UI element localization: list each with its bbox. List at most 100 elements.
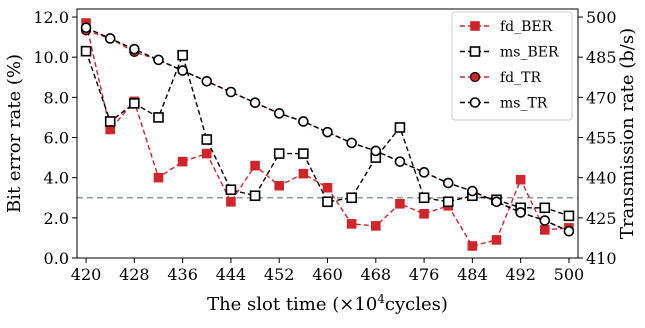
- data-point-ms-tr: [104, 33, 116, 44]
- data-point-fd-ber: [153, 172, 164, 183]
- legend-label: fd_BER: [500, 19, 553, 35]
- left-y-axis: 0.0 2.0 4.0 6.0 8.0 10.0 12.0: [33, 8, 77, 268]
- data-point-ms-ber: [249, 190, 261, 202]
- right-y-tick-label: 500: [586, 8, 617, 27]
- data-point-ms-tr: [346, 137, 357, 149]
- data-point-ms-tr: [563, 225, 575, 237]
- right-y-axis-title: Transmission rate (b/s): [617, 28, 638, 239]
- data-point-ms-ber: [322, 196, 333, 208]
- left-y-tick-label: 2.0: [44, 209, 69, 228]
- data-point-fd-ber: [226, 196, 236, 207]
- left-y-tick-label: 6.0: [44, 129, 69, 148]
- x-tick-label: 428: [119, 265, 150, 284]
- x-axis-title: The slot time (×104cycles): [207, 292, 448, 315]
- x-axis-title-main: The slot time (: [207, 294, 339, 315]
- data-point-ms-tr: [322, 126, 333, 138]
- series-ms-tr: [80, 22, 575, 237]
- data-point-fd-ber: [395, 198, 405, 209]
- data-point-ms-tr: [80, 22, 92, 34]
- data-point-fd-ber: [346, 219, 357, 229]
- data-point-ms-ber: [394, 122, 406, 133]
- data-point-ms-ber: [273, 148, 285, 159]
- legend-marker: [469, 97, 481, 108]
- left-y-tick-label: 12.0: [33, 8, 69, 27]
- series-line-fd-tr: [85, 29, 570, 232]
- left-y-tick-label: 10.0: [33, 48, 69, 67]
- data-point-fd-ber: [322, 182, 333, 193]
- x-tick-label: 476: [409, 265, 440, 284]
- legend-item-fd-ber: fd_BER: [460, 19, 553, 35]
- x-tick-label: 460: [312, 265, 343, 284]
- data-point-fd-ber: [467, 241, 478, 251]
- data-point-ms-ber: [298, 148, 309, 159]
- data-point-ms-ber: [80, 45, 92, 57]
- data-point-ms-tr: [153, 54, 164, 66]
- data-point-fd-ber: [177, 156, 188, 167]
- x-axis-title-tail: cycles): [385, 294, 448, 315]
- legend-marker: [469, 46, 481, 57]
- legend: fd_BER ms_BER fd_TR ms_TR: [451, 11, 573, 121]
- data-point-ms-tr: [249, 97, 261, 109]
- right-y-tick-label: 425: [586, 209, 617, 228]
- data-point-ms-tr: [177, 65, 188, 76]
- x-tick-label: 444: [216, 265, 247, 284]
- data-point-fd-ber: [274, 180, 285, 191]
- data-point-ms-ber: [177, 49, 188, 61]
- legend-item-ms-tr: ms_TR: [460, 96, 548, 112]
- data-point-fd-ber: [419, 209, 429, 219]
- data-point-ms-tr: [394, 156, 406, 167]
- data-point-ms-ber: [346, 192, 357, 204]
- data-point-ms-tr: [442, 177, 454, 189]
- series-line-ms-tr: [85, 27, 570, 232]
- legend-item-ms-ber: ms_BER: [460, 45, 559, 61]
- left-y-axis-title: Bit error rate (%): [4, 54, 25, 213]
- right-y-tick-label: 470: [586, 88, 617, 107]
- x-axis-title-exponent: 4: [377, 292, 385, 306]
- x-tick-label: 420: [71, 265, 102, 284]
- data-point-ms-tr: [515, 207, 526, 218]
- left-y-tick-label: 0.0: [44, 249, 69, 268]
- data-point-ms-tr: [201, 75, 213, 87]
- legend-item-fd-tr: fd_TR: [460, 70, 541, 86]
- data-point-ms-ber: [129, 98, 140, 109]
- series-layer: [80, 18, 575, 251]
- data-point-fd-ber: [370, 221, 381, 231]
- right-y-tick-label: 455: [586, 129, 617, 148]
- data-point-ms-tr: [298, 116, 309, 127]
- x-tick-label: 452: [264, 265, 295, 284]
- x-axis-title-unit: ×10: [339, 294, 377, 315]
- data-point-ms-ber: [225, 184, 237, 196]
- legend-label: ms_TR: [500, 96, 548, 112]
- x-tick-label: 468: [361, 265, 392, 284]
- legend-marker: [469, 71, 481, 83]
- data-point-ms-tr: [225, 86, 237, 98]
- data-point-fd-ber: [540, 225, 550, 235]
- data-point-ms-ber: [418, 192, 430, 204]
- left-y-tick-label: 4.0: [44, 169, 69, 188]
- left-y-tick-label: 8.0: [44, 88, 69, 107]
- right-y-tick-label: 410: [586, 249, 617, 268]
- x-tick-label: 492: [505, 265, 536, 284]
- data-point-fd-ber: [491, 235, 502, 245]
- legend-marker: [470, 21, 480, 31]
- right-y-tick-label: 485: [586, 48, 617, 67]
- data-point-fd-ber: [298, 168, 309, 179]
- right-y-tick-label: 440: [586, 169, 617, 188]
- legend-box: [451, 11, 573, 121]
- data-point-ms-ber: [539, 202, 551, 214]
- x-axis: 420 428 436 444 452 460 468 476 484 492 500: [71, 258, 584, 284]
- x-tick-label: 484: [457, 265, 488, 284]
- x-tick-label: 436: [167, 265, 198, 284]
- data-point-fd-ber: [250, 160, 260, 171]
- data-point-ms-ber: [153, 112, 164, 123]
- data-point-ms-ber: [442, 196, 454, 208]
- data-point-fd-ber: [515, 174, 526, 185]
- data-point-ms-tr: [539, 215, 551, 226]
- data-point-ms-tr: [129, 43, 140, 55]
- data-point-fd-ber: [201, 148, 212, 159]
- data-point-ms-ber: [201, 134, 213, 145]
- legend-label: ms_BER: [500, 45, 559, 61]
- data-point-ms-tr: [370, 145, 382, 157]
- legend-label: fd_TR: [500, 70, 541, 86]
